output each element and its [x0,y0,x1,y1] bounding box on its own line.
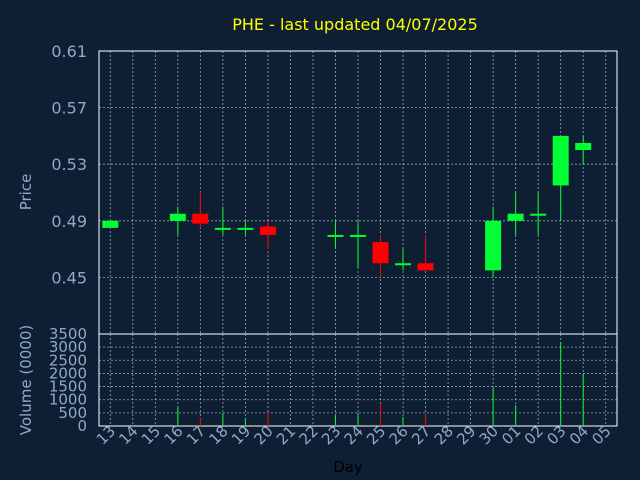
volume-tick-label: 2000 [49,364,87,382]
price-tick-labels: 0.61 0.57 0.53 0.49 0.45 [51,42,87,287]
candle-body [192,213,209,224]
candle-body [327,234,344,237]
price-tick-label: 0.61 [51,42,87,61]
candle-body [485,220,502,271]
volume-tick-label: 3500 [49,325,87,343]
candle-body [552,135,569,186]
volume-tick-label: 2500 [49,351,87,369]
volume-tick-label: 0 [77,417,87,435]
volume-grid [99,333,617,427]
chart-title: PHE - last updated 04/07/2025 [232,15,478,34]
candle-body [214,227,231,230]
volume-tick-label: 500 [58,404,87,422]
volume-axis-label: Volume (0000) [17,325,35,435]
candle-body [350,234,366,237]
price-tick-label: 0.49 [51,212,87,231]
candle-body [530,213,547,216]
price-tick-label: 0.53 [51,155,87,174]
x-tick-labels: 1314151617181920212223242526272829300102… [93,422,615,448]
volume-tick-label: 1500 [49,378,87,396]
candle-body [417,263,434,271]
volume-tick-label: 1000 [49,391,87,409]
volume-bars [177,341,584,426]
price-axis-label: Price [17,174,35,211]
candle-body [575,142,592,151]
candle-body [102,220,119,228]
candles [102,135,592,278]
volume-tick-label: 3000 [49,338,87,356]
candle-body [507,213,524,221]
candle-body [169,213,186,221]
price-tick-label: 0.57 [51,99,87,118]
candle-body [237,227,254,230]
price-grid [99,50,617,334]
x-axis-label: Day [333,458,363,476]
candle-body [259,226,276,235]
price-tick-label: 0.45 [51,268,87,287]
candle-body [395,263,412,266]
candle-body [372,242,389,264]
